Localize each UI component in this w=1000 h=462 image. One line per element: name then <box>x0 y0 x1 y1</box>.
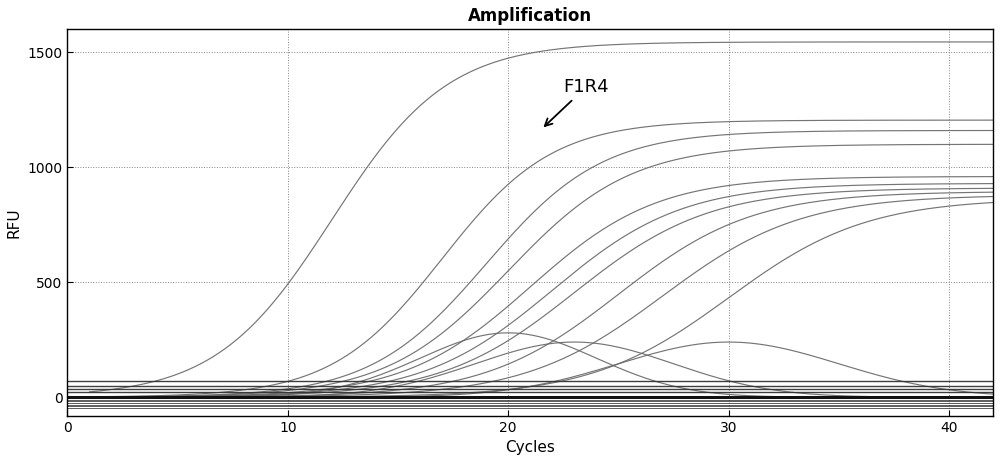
Text: F1R4: F1R4 <box>545 78 609 126</box>
Title: Amplification: Amplification <box>468 7 592 25</box>
Y-axis label: RFU: RFU <box>7 207 22 238</box>
X-axis label: Cycles: Cycles <box>505 440 555 455</box>
